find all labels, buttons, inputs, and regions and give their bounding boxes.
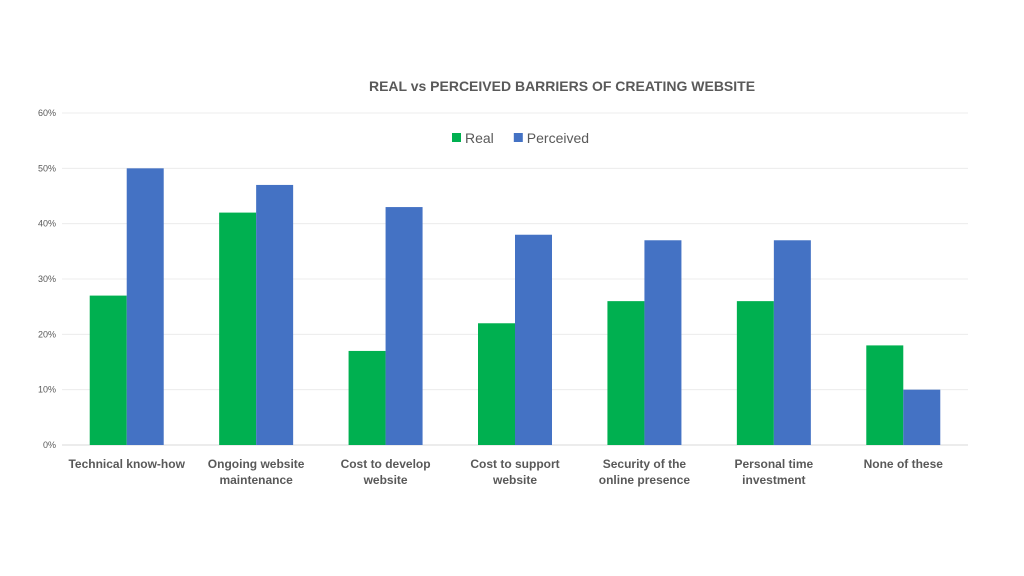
y-tick-label: 0% [43, 440, 56, 450]
x-tick-label: maintenance [219, 473, 293, 487]
bar-perceived [385, 207, 423, 445]
x-tick-label: online presence [599, 473, 691, 487]
bar-perceived [903, 389, 941, 445]
x-tick-label: Personal time [735, 457, 814, 471]
bar-perceived [126, 168, 164, 446]
x-tick-label: website [363, 473, 408, 487]
y-tick-label: 50% [38, 163, 56, 173]
bar-real [89, 295, 127, 445]
bar-perceived [256, 184, 294, 445]
x-tick-label: website [492, 473, 537, 487]
x-tick-label: Technical know-how [68, 457, 185, 471]
bar-perceived [644, 240, 682, 445]
y-tick-label: 40% [38, 219, 56, 229]
legend-swatch-real [452, 133, 461, 142]
bar-real [866, 345, 904, 445]
x-tick-label: Security of the [603, 457, 687, 471]
x-tick-label: Ongoing website [208, 457, 305, 471]
chart-title: REAL vs PERCEIVED BARRIERS OF CREATING W… [369, 78, 755, 94]
y-tick-label: 10% [38, 385, 56, 395]
x-tick-label: None of these [864, 457, 944, 471]
legend-label-real: Real [465, 130, 494, 146]
bar-perceived [773, 240, 811, 445]
bar-real [607, 301, 645, 445]
x-tick-label: investment [742, 473, 805, 487]
y-tick-label: 30% [38, 274, 56, 284]
x-tick-label: Cost to develop [341, 457, 431, 471]
bar-real [348, 350, 386, 445]
bar-real [219, 212, 257, 445]
x-tick-label: Cost to support [470, 457, 559, 471]
bar-real [736, 301, 774, 445]
y-tick-label: 20% [38, 329, 56, 339]
bar-perceived [515, 234, 552, 445]
legend-label-perceived: Perceived [527, 130, 589, 146]
bar-real [478, 323, 515, 445]
legend-swatch-perceived [513, 133, 523, 142]
y-tick-label: 60% [38, 108, 56, 118]
